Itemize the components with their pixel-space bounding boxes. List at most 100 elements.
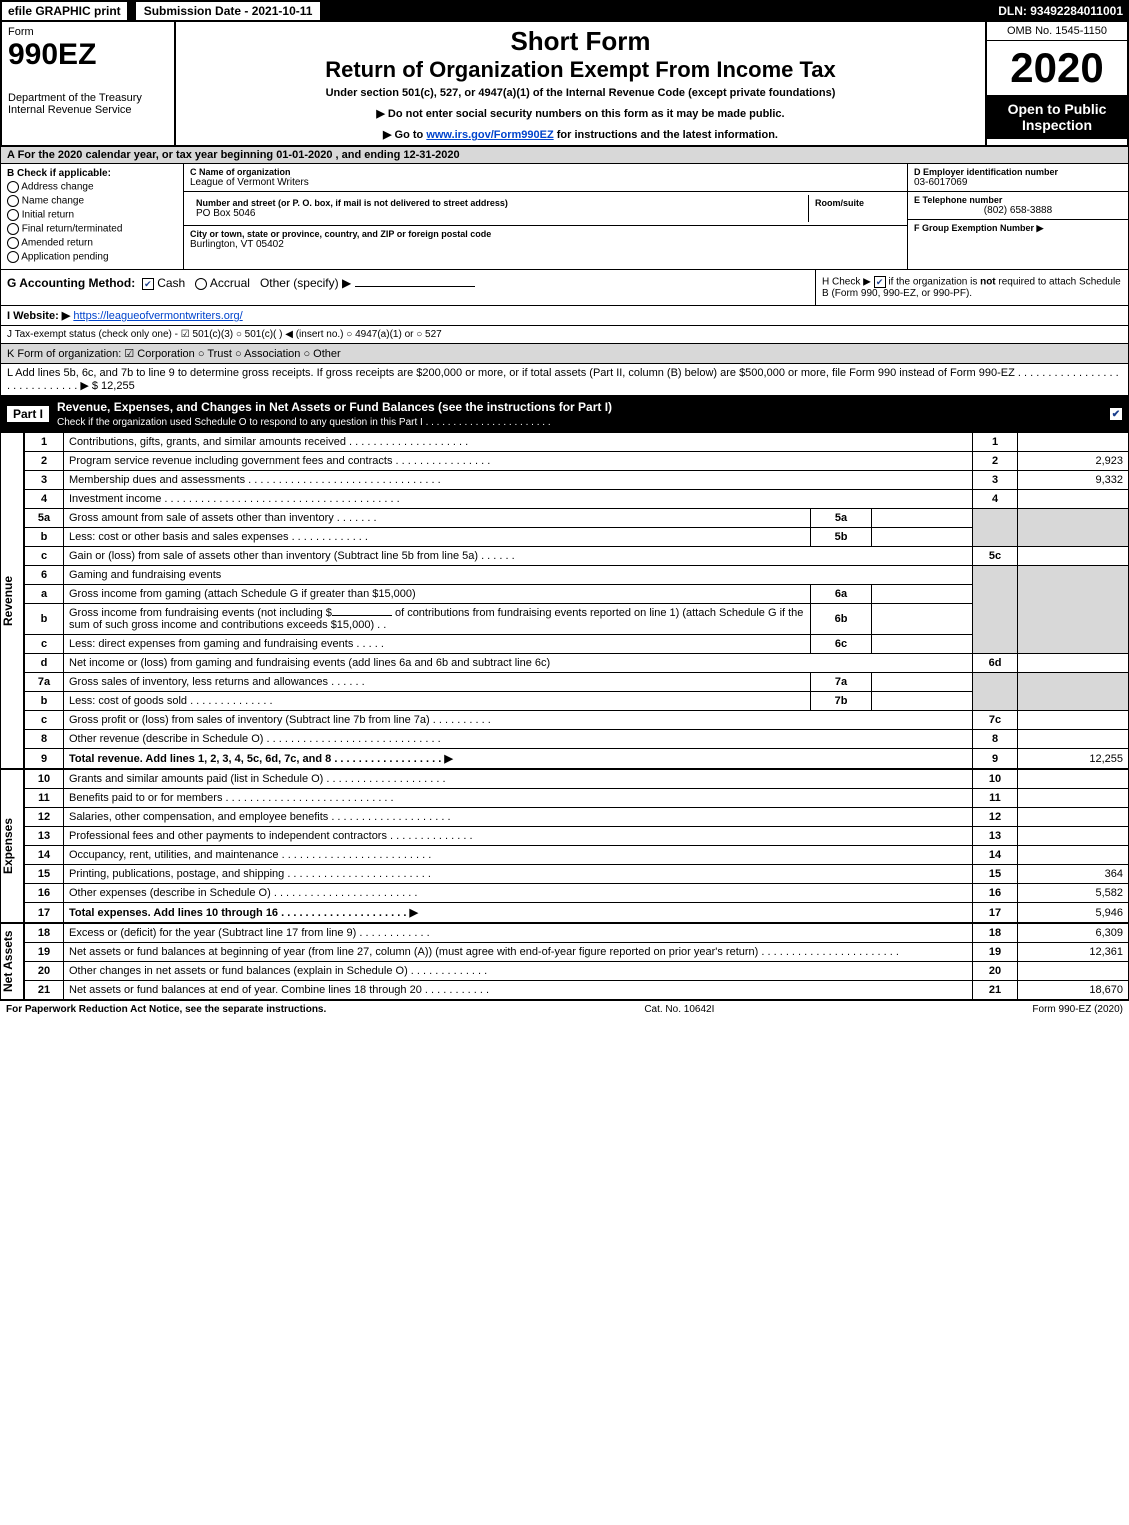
line-6d: dNet income or (loss) from gaming and fu… xyxy=(25,654,1129,673)
line-5c: cGain or (loss) from sale of assets othe… xyxy=(25,547,1129,566)
row-g-label: G Accounting Method: xyxy=(7,276,135,290)
line-19-desc: Net assets or fund balances at beginning… xyxy=(64,943,973,962)
line-8: 8Other revenue (describe in Schedule O) … xyxy=(25,730,1129,749)
line-20-no: 20 xyxy=(25,962,64,981)
row-j: J Tax-exempt status (check only one) - ☑… xyxy=(0,326,1129,344)
line-7b-desc: Less: cost of goods sold . . . . . . . .… xyxy=(64,692,811,711)
line-21-amtno: 21 xyxy=(973,981,1018,1000)
line-11: 11Benefits paid to or for members . . . … xyxy=(25,789,1129,808)
line-3: 3Membership dues and assessments . . . .… xyxy=(25,471,1129,490)
line-16-desc: Other expenses (describe in Schedule O) … xyxy=(64,884,973,903)
schedule-b-checkbox[interactable]: ✔ xyxy=(874,276,886,288)
group-cell: F Group Exemption Number ▶ xyxy=(908,220,1128,237)
line-7c-amtno: 7c xyxy=(973,711,1018,730)
section-b-title: B Check if applicable: xyxy=(7,168,177,179)
irs-link[interactable]: www.irs.gov/Form990EZ xyxy=(426,129,553,141)
line-21: 21Net assets or fund balances at end of … xyxy=(25,981,1129,1000)
check-address-change-label: Address change xyxy=(21,182,93,193)
top-bar: efile GRAPHIC print Submission Date - 20… xyxy=(0,0,1129,22)
cash-label: Cash xyxy=(157,276,185,290)
line-15-amt: 364 xyxy=(1018,865,1129,884)
line-17-no: 17 xyxy=(25,903,64,923)
efile-label[interactable]: efile GRAPHIC print xyxy=(2,2,127,20)
line-7b: bLess: cost of goods sold . . . . . . . … xyxy=(25,692,1129,711)
check-name-change[interactable]: Name change xyxy=(7,195,177,207)
line-5a-no: 5a xyxy=(25,509,64,528)
line-6c-subamt xyxy=(872,635,973,654)
line-11-amt xyxy=(1018,789,1129,808)
line-2-desc: Program service revenue including govern… xyxy=(64,452,973,471)
phone-cell: E Telephone number (802) 658-3888 xyxy=(908,192,1128,220)
line-9-amt: 12,255 xyxy=(1018,749,1129,769)
note-goto-pre: ▶ Go to xyxy=(383,129,426,141)
check-application-pending[interactable]: Application pending xyxy=(7,251,177,263)
line-6c-desc: Less: direct expenses from gaming and fu… xyxy=(64,635,811,654)
check-initial-return[interactable]: Initial return xyxy=(7,209,177,221)
line-11-amtno: 11 xyxy=(973,789,1018,808)
check-address-change[interactable]: Address change xyxy=(7,181,177,193)
row-i: I Website: ▶ https://leagueofvermontwrit… xyxy=(0,306,1129,326)
line-19: 19Net assets or fund balances at beginni… xyxy=(25,943,1129,962)
org-name: League of Vermont Writers xyxy=(190,177,901,188)
check-final-return[interactable]: Final return/terminated xyxy=(7,223,177,235)
cash-checkbox[interactable]: ✔ xyxy=(142,278,154,290)
line-13-desc: Professional fees and other payments to … xyxy=(64,827,973,846)
line-7b-subamt xyxy=(872,692,973,711)
expenses-section: Expenses 10Grants and similar amounts pa… xyxy=(0,769,1129,923)
part1-schedule-o-checkbox[interactable]: ✔ xyxy=(1110,408,1122,420)
line-10-amt xyxy=(1018,770,1129,789)
line-15-desc: Printing, publications, postage, and shi… xyxy=(64,865,973,884)
net-assets-section: Net Assets 18Excess or (deficit) for the… xyxy=(0,923,1129,1000)
line-16-no: 16 xyxy=(25,884,64,903)
line-6b-amount-input[interactable] xyxy=(332,615,392,616)
line-16: 16Other expenses (describe in Schedule O… xyxy=(25,884,1129,903)
line-6-desc: Gaming and fundraising events xyxy=(64,566,973,585)
line-5a-subamt xyxy=(872,509,973,528)
row-k: K Form of organization: ☑ Corporation ○ … xyxy=(0,344,1129,364)
line-18-no: 18 xyxy=(25,924,64,943)
line-7a-subamt xyxy=(872,673,973,692)
line-14: 14Occupancy, rent, utilities, and mainte… xyxy=(25,846,1129,865)
department: Department of the Treasury Internal Reve… xyxy=(8,92,168,116)
other-specify-input[interactable] xyxy=(355,286,475,287)
room-suite-label: Room/suite xyxy=(809,195,901,222)
line-6d-amtno: 6d xyxy=(973,654,1018,673)
line-18-amtno: 18 xyxy=(973,924,1018,943)
line-3-desc: Membership dues and assessments . . . . … xyxy=(64,471,973,490)
line-7a-subno: 7a xyxy=(811,673,872,692)
form-label: Form xyxy=(8,26,168,38)
form-title: Return of Organization Exempt From Incom… xyxy=(182,57,979,83)
line-3-amt: 9,332 xyxy=(1018,471,1129,490)
line-16-amt: 5,582 xyxy=(1018,884,1129,903)
org-name-cell: C Name of organization League of Vermont… xyxy=(184,164,907,192)
line-1-amt xyxy=(1018,433,1129,452)
row-h-mid: if the organization is xyxy=(886,277,981,288)
row-g: G Accounting Method: ✔ Cash Accrual Othe… xyxy=(1,270,815,305)
row-h-pre: H Check ▶ xyxy=(822,277,874,288)
line-5a: 5aGross amount from sale of assets other… xyxy=(25,509,1129,528)
dln: DLN: 93492284011001 xyxy=(998,4,1129,18)
line-6: 6Gaming and fundraising events xyxy=(25,566,1129,585)
form-header: Form 990EZ Department of the Treasury In… xyxy=(0,22,1129,147)
group-label: F Group Exemption Number ▶ xyxy=(914,223,1043,233)
line-6d-no: d xyxy=(25,654,64,673)
line-7b-subno: 7b xyxy=(811,692,872,711)
line-6-no: 6 xyxy=(25,566,64,585)
check-amended-return[interactable]: Amended return xyxy=(7,237,177,249)
revenue-vert-label: Revenue xyxy=(0,432,24,769)
line-17-desc: Total expenses. Add lines 10 through 16 … xyxy=(64,903,973,923)
accrual-radio[interactable] xyxy=(195,278,207,290)
ein-label: D Employer identification number xyxy=(914,167,1122,177)
line-2-no: 2 xyxy=(25,452,64,471)
line-9-amtno: 9 xyxy=(973,749,1018,769)
website-link[interactable]: https://leagueofvermontwriters.org/ xyxy=(73,310,242,322)
footer-left: For Paperwork Reduction Act Notice, see … xyxy=(6,1004,326,1015)
line-15: 15Printing, publications, postage, and s… xyxy=(25,865,1129,884)
check-application-pending-label: Application pending xyxy=(21,252,108,263)
net-assets-vert-label: Net Assets xyxy=(0,923,24,1000)
line-7a: 7aGross sales of inventory, less returns… xyxy=(25,673,1129,692)
line-6b-subamt xyxy=(872,604,973,635)
line-15-no: 15 xyxy=(25,865,64,884)
phone-value: (802) 658-3888 xyxy=(914,205,1122,216)
row-h-not: not xyxy=(980,277,996,288)
